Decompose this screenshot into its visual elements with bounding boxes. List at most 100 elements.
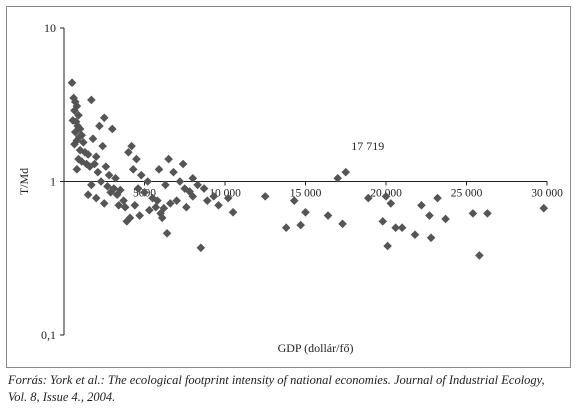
x-axis-label: GDP (dollár/fő) <box>278 341 354 355</box>
data-point <box>130 200 140 210</box>
data-point <box>196 243 206 253</box>
data-point <box>120 202 130 212</box>
data-point <box>83 190 93 200</box>
data-point <box>108 124 117 134</box>
data-point <box>87 95 96 105</box>
data-point <box>164 154 173 164</box>
data-point <box>260 192 270 201</box>
data-point <box>95 121 104 131</box>
data-point <box>127 141 136 151</box>
data-point <box>96 177 106 186</box>
data-point <box>323 211 333 220</box>
data-point <box>106 188 115 197</box>
data-point <box>99 199 109 208</box>
data-point <box>341 167 351 177</box>
data-point <box>98 141 107 151</box>
data-point <box>188 173 198 183</box>
data-point <box>122 217 132 226</box>
data-point <box>169 167 178 177</box>
data-point <box>157 213 167 223</box>
data-point <box>132 154 141 164</box>
data-point <box>70 139 79 149</box>
data-point <box>135 211 144 220</box>
data-point <box>363 193 373 203</box>
data-point <box>67 78 77 88</box>
y-tick-label: 1 <box>50 175 56 189</box>
data-point <box>202 196 212 205</box>
data-point <box>91 152 101 162</box>
data-point <box>119 196 128 205</box>
data-point <box>381 192 391 201</box>
data-point <box>156 209 165 218</box>
data-point <box>151 202 161 212</box>
data-point <box>193 180 202 190</box>
data-point <box>140 188 149 197</box>
data-point <box>112 190 122 200</box>
data-point <box>185 187 194 196</box>
data-point <box>124 147 133 157</box>
data-point <box>228 208 238 217</box>
data-point <box>70 106 79 115</box>
data-point <box>214 200 223 210</box>
data-point <box>128 165 138 174</box>
data-point <box>209 192 219 201</box>
data-point <box>101 162 111 171</box>
data-point <box>103 182 112 191</box>
data-point <box>111 173 120 183</box>
data-point <box>104 170 114 180</box>
y-axis-label: T/Md <box>17 168 31 195</box>
y-tick-label: 0,1 <box>41 328 56 342</box>
data-point <box>425 211 434 220</box>
data-point <box>188 192 198 201</box>
data-point <box>88 134 98 144</box>
data-point <box>301 208 310 217</box>
data-point <box>133 184 143 193</box>
data-point <box>161 180 170 190</box>
data-point <box>338 219 347 229</box>
x-tick-label: 25 000 <box>451 188 483 200</box>
data-point <box>475 251 484 260</box>
data-point <box>114 200 124 210</box>
data-point <box>182 202 191 212</box>
data-point <box>433 193 442 203</box>
data-point <box>74 132 84 142</box>
data-point <box>85 162 95 171</box>
data-point <box>143 177 153 186</box>
data-point <box>383 241 392 251</box>
data-point <box>154 165 164 174</box>
data-point <box>468 209 478 218</box>
data-point <box>296 220 305 230</box>
data-point <box>172 196 181 205</box>
data-point <box>77 157 87 166</box>
data-point <box>74 110 83 120</box>
data-point <box>70 127 80 137</box>
data-point <box>162 228 172 238</box>
annotation-label: 17 719 <box>351 139 384 153</box>
source-caption: Forrás: York et al.: The ecological foot… <box>8 372 574 406</box>
x-tick-label: 30 000 <box>531 188 563 200</box>
data-point <box>72 165 82 174</box>
data-point <box>441 214 450 224</box>
data-point <box>87 180 96 190</box>
source-line-2: Vol. 8, Issue 4., 2004. <box>8 390 116 404</box>
x-tick-label: 15 000 <box>290 188 322 200</box>
data-point <box>178 159 188 169</box>
data-point <box>73 121 82 131</box>
data-point <box>93 167 103 177</box>
data-point <box>333 173 342 183</box>
y-tick-label: 10 <box>44 21 56 35</box>
data-point <box>165 199 175 208</box>
data-point <box>99 113 109 123</box>
data-point <box>82 159 91 169</box>
data-point <box>539 203 549 213</box>
data-point <box>91 193 101 203</box>
source-line-1: Forrás: York et al.: The ecological foot… <box>8 373 545 387</box>
data-points <box>67 78 549 260</box>
data-point <box>125 213 135 223</box>
data-point <box>145 205 154 215</box>
data-point <box>386 199 396 208</box>
data-point <box>378 217 388 226</box>
data-point <box>391 223 400 233</box>
data-point <box>223 193 233 203</box>
